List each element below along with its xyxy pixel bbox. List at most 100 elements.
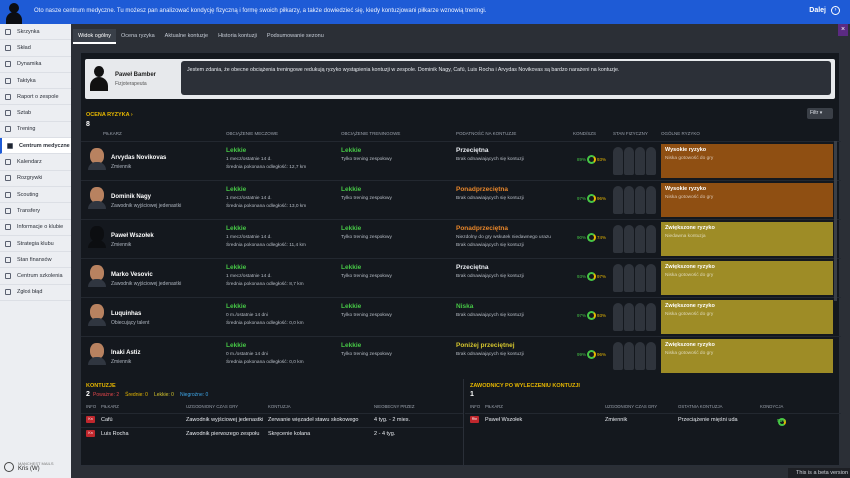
sidebar-item-scouting[interactable]: Scouting (0, 187, 71, 204)
column-header[interactable]: PODATNOŚĆ NA KONTUZJE (456, 131, 517, 136)
injured-player-name[interactable]: Luis Rocha (101, 431, 129, 437)
sidebar-item-dynamika[interactable]: Dynamika (0, 57, 71, 73)
susceptibility-desc: Brak odnawiających się kontuzji (456, 157, 524, 162)
injury-row[interactable]: Kn Cafú Zawodnik wyjściowej jedenastki Zerw… (81, 413, 463, 425)
match-distance: Średnia pokonana odległość: 0,0 km (226, 360, 304, 365)
column-header[interactable]: PIŁKARZ (101, 404, 119, 409)
sidebar-item-label: Centrum szkolenia (17, 273, 63, 280)
player-row[interactable]: Inaki Astiz Zmiennik Lekkie 0 m./ostatnie 1… (81, 336, 841, 374)
playing-time: Zawodnik wyjściowej jedenastki (186, 417, 264, 423)
injury-row[interactable]: Kn Luis Rocha Zawodnik pierwszego zespołu S… (81, 427, 463, 439)
sharpness-value: 74% (777, 418, 787, 423)
sidebar-item-centrum-szkolenia[interactable]: Centrum szkolenia (0, 268, 71, 285)
condition-value: 89% (577, 157, 587, 162)
column-header[interactable]: UZGODNIONY CZAS GRY (605, 404, 658, 409)
column-header[interactable]: OGÓLNE RYZYKO (661, 131, 700, 136)
injuries-legend: Poważne: 2 Średnie: 0 Lekkie: 0 Niegroźne: … (93, 392, 208, 398)
column-header[interactable]: INFO (86, 404, 97, 409)
player-row[interactable]: Dominik Nagy Zawodnik wyjściowej jedenast… (81, 180, 841, 218)
sidebar-item-kalendarz[interactable]: Kalendarz (0, 154, 71, 171)
taktyka-icon (5, 77, 11, 84)
sidebar-item-label: Transfery (17, 207, 41, 214)
column-header[interactable]: PIŁKARZ (485, 404, 503, 409)
match-stats: 1 mecz/ostatnie 14 d. (226, 274, 272, 279)
risk-section-title[interactable]: OCENA RYZYKA › (86, 112, 133, 118)
susceptibility-desc: Brak odnawiających się kontuzji (456, 352, 524, 357)
training-load: Lekkie (341, 225, 362, 232)
column-header[interactable]: OBCIĄŻENIE MECZOWE (226, 131, 279, 136)
sidebar-item-zglos-blad[interactable]: Zgłoś błąd (0, 285, 71, 302)
user-icon (4, 461, 14, 472)
tab-1[interactable]: Ocena ryzyka (121, 33, 155, 39)
sidebar-item-trening[interactable]: Trening (0, 122, 71, 139)
condition-value: 97% (577, 196, 587, 201)
sidebar-item-label: Taktyka (17, 77, 36, 84)
player-photo (88, 265, 106, 287)
tab-0[interactable]: Widok ogólny (73, 29, 117, 44)
sidebar-item-centrum-medyczne[interactable]: Centrum medyczne (0, 138, 71, 155)
injuries-title[interactable]: KONTUZJE (86, 383, 116, 389)
condition-value: 90% (577, 235, 587, 240)
tab-2[interactable]: Aktualne kontuzje (164, 33, 209, 39)
legend-item: Niegroźne: 0 (179, 392, 209, 398)
sidebar-item-informacje-o-klubie[interactable]: Informacje o klubie (0, 220, 71, 236)
player-name[interactable]: Marko Vesovic (111, 272, 153, 278)
player-name[interactable]: Dominik Nagy (111, 194, 152, 200)
player-row[interactable]: Luquinhas Obiecujący talent Lekkie 0 m./ost… (81, 297, 841, 335)
recovered-title[interactable]: ZAWODNICY PO WYLECZENIU KONTUZJI (470, 383, 580, 389)
tab-3[interactable]: Historia kontuzji (218, 33, 257, 39)
column-header[interactable]: OSTATNIA KONTUZJA (678, 404, 723, 409)
susceptibility: Ponadprzeciętna (456, 186, 509, 193)
column-header[interactable]: KONTUZJA (268, 404, 291, 409)
column-header[interactable]: STAN FIZYCZNY (613, 131, 648, 136)
training-load: Lekkie (341, 264, 362, 271)
tab-4[interactable]: Podsumowanie sezonu (266, 33, 324, 39)
sidebar-item-sztab[interactable]: Sztab (0, 105, 71, 122)
player-name[interactable]: Inaki Astiz (111, 350, 141, 356)
player-row[interactable]: Marko Vesovic Zawodnik wyjściowej jedenas… (81, 258, 841, 296)
injuries-table-header: INFO PIŁKARZ UZGODNIONY CZAS GRY KONTUZJA NI… (81, 403, 463, 412)
sidebar-item-sklad[interactable]: Skład (0, 40, 71, 57)
next-arrow-icon[interactable]: › (831, 6, 840, 15)
sidebar-item-label: Kalendarz (17, 159, 42, 166)
sidebar-item-rozgrywki[interactable]: Rozgrywki (0, 171, 71, 187)
match-stats: 1 mecz/ostatnie 14 d. (226, 235, 272, 240)
overall-risk: Zwiększone ryzyko Niska gotowość do gry (661, 300, 833, 334)
sidebar-item-label: Raport o zespole (17, 93, 59, 100)
scrollbar[interactable] (834, 141, 837, 301)
column-header[interactable]: NIEOBECNY PRZEZ (374, 404, 415, 409)
column-header[interactable]: INFO (470, 404, 481, 409)
next-button[interactable]: Dalej (809, 7, 826, 14)
close-icon[interactable]: × (838, 24, 848, 36)
column-header[interactable]: KONDYCJA (760, 404, 784, 409)
sidebar-item-skrzynka[interactable]: Skrzynka (0, 24, 71, 41)
sidebar: Skrzynka Skład Dynamika Taktyka Raport o zes… (0, 24, 71, 478)
recovered-row[interactable]: Rtn Paweł Wszołek Zmiennik Przeciążenie mię… (465, 413, 841, 426)
player-row[interactable]: Arvydas Novikovas Zmiennik Lekkie 1 mecz/os… (81, 141, 841, 179)
player-name[interactable]: Luquinhas (111, 311, 142, 317)
overall-risk: Zwiększone ryzyko Niska gotowość do gry (661, 339, 833, 373)
player-name[interactable]: Arvydas Novikovas (111, 155, 167, 161)
column-header[interactable]: KOND/SZS (573, 131, 597, 136)
sidebar-item-transfery[interactable]: Transfery (0, 203, 71, 220)
condition-ring-icon (587, 194, 597, 203)
column-header[interactable]: OBCIĄŻENIE TRENINGOWE (341, 131, 401, 136)
sidebar-item-strategia-klubu[interactable]: Strategia klubu (0, 236, 71, 253)
column-header[interactable]: PIŁKARZ (103, 131, 122, 136)
risk-table-header: PIŁKARZ OBCIĄŻENIE MECZOWE OBCIĄŻENIE TREN… (81, 129, 841, 139)
sidebar-item-stan-finansow[interactable]: Stan finansów (0, 252, 71, 269)
susceptibility: Poniżej przeciętnej (456, 342, 515, 349)
match-load: Lekkie (226, 225, 247, 232)
body-silhouette-icon (613, 225, 657, 253)
recovered-player-name[interactable]: Paweł Wszołek (485, 417, 523, 423)
injured-player-name[interactable]: Cafú (101, 417, 113, 423)
physio-name[interactable]: Paweł Bamber (115, 72, 157, 78)
filter-dropdown[interactable]: Filtr ▾ (807, 108, 833, 119)
user-profile[interactable]: MANCHEST MAILS Kris (W) (4, 461, 54, 472)
player-name[interactable]: Paweł Wszołek (111, 233, 154, 239)
column-header[interactable]: UZGODNIONY CZAS GRY (186, 404, 239, 409)
sidebar-item-raport-o-zespole[interactable]: Raport o zespole (0, 89, 71, 106)
sidebar-item-taktyka[interactable]: Taktyka (0, 73, 71, 90)
player-row[interactable]: Paweł Wszołek Zmiennik Lekkie 1 mecz/ostatn… (81, 219, 841, 257)
risk-desc: Niska gotowość do gry (665, 351, 714, 356)
